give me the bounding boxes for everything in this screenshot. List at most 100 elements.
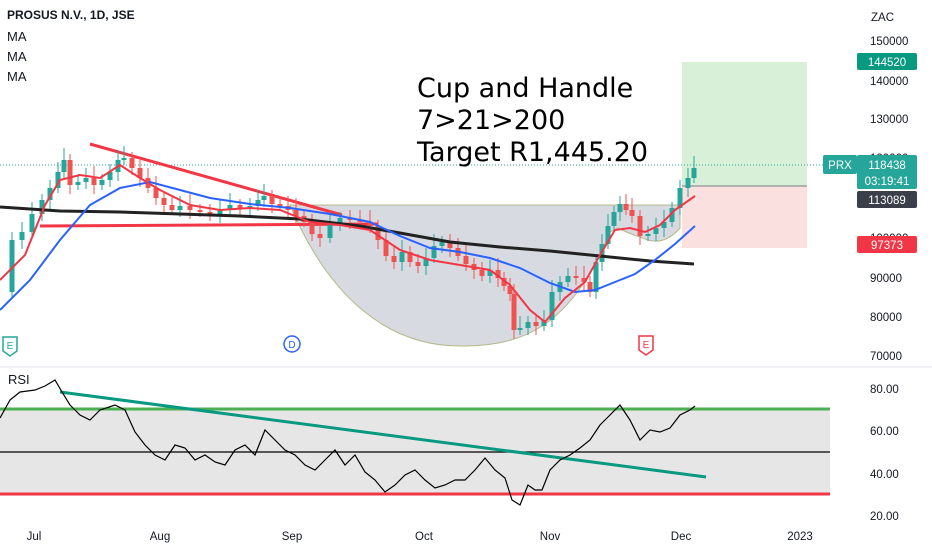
target-badge-value: 144520: [868, 57, 906, 69]
rsi-tick-label: 80.00: [870, 384, 899, 396]
price-tick-label: 150000: [870, 36, 908, 48]
candle-body: [337, 218, 343, 224]
stop-zone: [682, 186, 807, 248]
candle-body: [19, 232, 25, 240]
candle-body: [237, 205, 243, 208]
candle-body: [269, 196, 275, 204]
candle-body: [317, 234, 323, 238]
candle-body: [391, 256, 397, 262]
ma-fast-line: [0, 163, 696, 324]
candle-body: [277, 204, 283, 206]
indicator-ma-3[interactable]: MA: [7, 69, 27, 84]
time-tick-label: Sep: [282, 531, 302, 543]
candle-body: [669, 208, 675, 222]
rsi-tick-label: 60.00: [870, 426, 899, 438]
candle-body: [29, 214, 35, 232]
indicator-ma-2[interactable]: MA: [7, 49, 27, 64]
candle-body: [431, 246, 437, 258]
event-marker-d-label: D: [288, 340, 295, 351]
candle-body: [487, 270, 493, 276]
rsi-tick-label: 20.00: [870, 511, 899, 523]
candle-body: [293, 210, 299, 216]
time-tick-label: Aug: [150, 531, 170, 543]
candle-body: [637, 216, 643, 236]
candle-body: [327, 224, 333, 238]
candle-body: [75, 182, 81, 185]
candle-body: [423, 258, 429, 266]
candle-body: [161, 198, 167, 205]
time-tick-label: 2023: [787, 531, 813, 543]
candle-body: [227, 205, 233, 210]
candle-body: [581, 278, 587, 282]
candle-body: [623, 204, 629, 210]
target-badge: 144520: [857, 53, 917, 70]
rsi-trendline: [59, 390, 707, 479]
candle-body: [39, 200, 45, 214]
candle-body: [495, 270, 501, 278]
candle-body: [611, 212, 617, 226]
descending-trendline: [89, 142, 343, 217]
candle-body: [375, 226, 381, 240]
indicator-ma-1[interactable]: MA: [7, 29, 27, 44]
rsi-axis[interactable]: 80.00 60.00 40.00 20.00: [870, 384, 899, 523]
candle-body: [533, 322, 539, 326]
time-axis[interactable]: Jul Aug Sep Oct Nov Dec 2023: [27, 531, 813, 543]
candle-body: [153, 188, 159, 198]
candle-body: [261, 196, 267, 200]
candle-body: [439, 242, 445, 246]
candle-body: [61, 160, 67, 172]
candle-body: [511, 294, 517, 330]
candle-body: [129, 158, 135, 168]
candle-body: [517, 328, 523, 330]
time-tick-label: Jul: [27, 531, 42, 543]
candle-body: [605, 226, 611, 244]
candle-body: [177, 206, 183, 210]
target-zone: [682, 62, 807, 186]
candle-body: [447, 242, 453, 248]
candle-body: [593, 262, 599, 292]
price-tick-label: 140000: [870, 76, 908, 88]
ma-slow-line: [0, 205, 695, 266]
candle-body: [587, 282, 593, 292]
time-tick-label: Oct: [415, 531, 434, 543]
current-price-value: 118438: [868, 160, 906, 172]
event-marker-e1[interactable]: E: [2, 336, 18, 357]
candle-body: [541, 320, 547, 326]
candle-body: [99, 180, 105, 185]
price-tick-label: 70000: [870, 351, 902, 363]
candle-body: [645, 234, 651, 236]
event-marker-d[interactable]: D: [283, 335, 301, 353]
candle-body: [677, 188, 683, 208]
candle-body: [207, 212, 213, 214]
symbol-title: PROSUS N.V., 1D, JSE: [7, 8, 135, 22]
candle-body: [255, 200, 261, 206]
candle-body: [309, 222, 315, 234]
candle-body: [407, 252, 413, 262]
candle-body: [463, 256, 469, 264]
candle-body: [661, 222, 667, 228]
candle-body: [383, 240, 389, 256]
event-marker-e1-label: E: [7, 341, 14, 352]
candle-body: [91, 178, 97, 185]
candle-body: [399, 252, 405, 262]
price-tick-label: 130000: [870, 114, 908, 126]
candle-body: [685, 178, 691, 188]
annotation-line-3: Target R1,445.20: [416, 137, 648, 168]
candle-body: [617, 204, 623, 212]
event-marker-e2[interactable]: E: [638, 335, 654, 356]
time-tick-label: Nov: [540, 531, 561, 543]
candle-body: [137, 168, 143, 178]
stop-badge-value: 97373: [871, 240, 903, 252]
candle-body: [549, 292, 555, 320]
event-marker-e2-label: E: [643, 340, 650, 351]
candle-body: [9, 240, 15, 292]
ma-mid-line: [0, 180, 696, 311]
countdown-value: 03:19:41: [865, 176, 910, 188]
rsi-tick-label: 40.00: [870, 469, 899, 481]
candle-body: [573, 276, 579, 278]
rsi-line: [0, 379, 696, 506]
candle-body: [691, 168, 697, 178]
rsi-label[interactable]: RSI: [8, 372, 30, 387]
candle-body: [479, 270, 485, 276]
